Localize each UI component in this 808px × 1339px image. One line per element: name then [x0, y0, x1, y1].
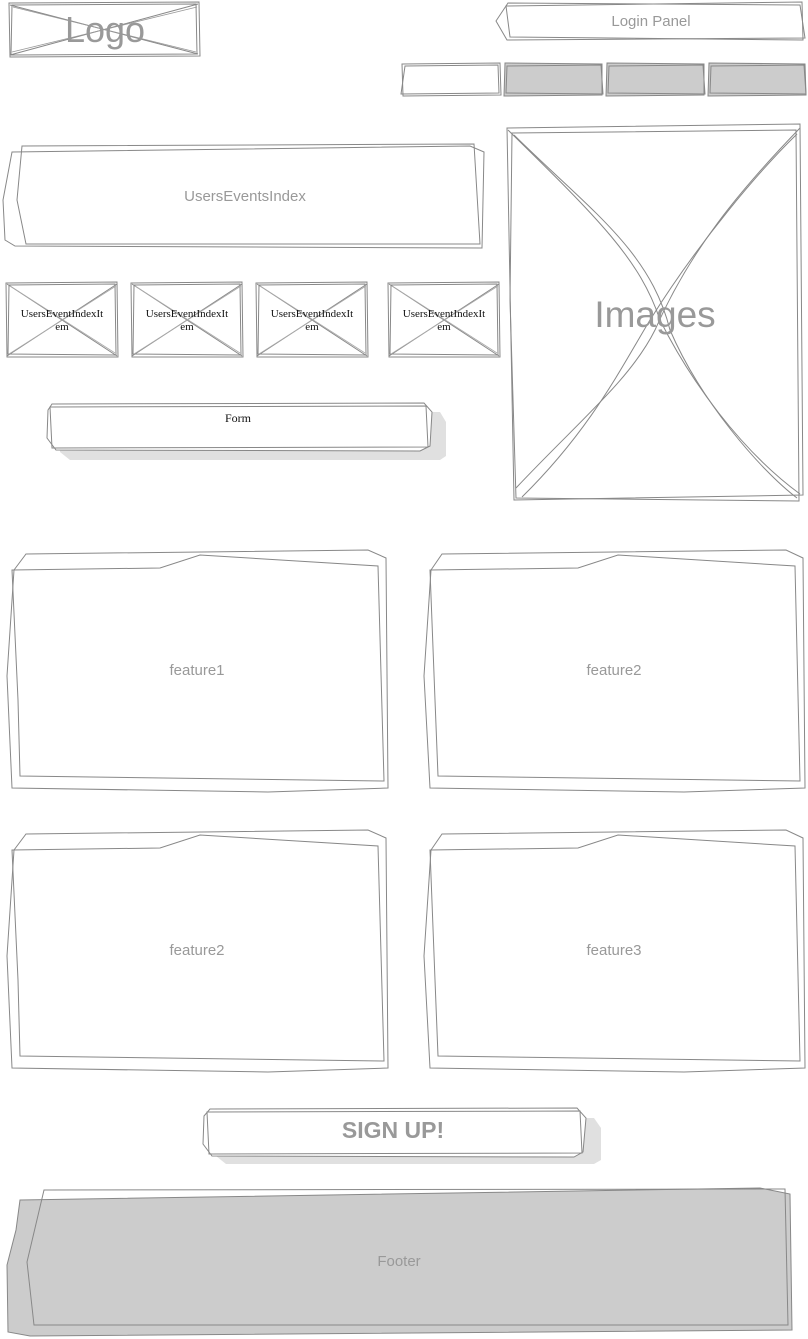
- nav-tab-3[interactable]: [605, 62, 706, 97]
- images-label: Images: [594, 294, 715, 335]
- form-label: Form: [225, 411, 252, 425]
- nav-tab-4[interactable]: [707, 62, 807, 97]
- users-event-index-item-label: UsersEventIndexIt: [403, 308, 485, 320]
- users-events-index-label: UsersEventsIndex: [184, 188, 306, 205]
- users-event-index-item-label-cont: em: [305, 321, 319, 333]
- nav-tab-1[interactable]: [400, 62, 502, 97]
- footer-label: Footer: [377, 1253, 420, 1270]
- signup-button-label: SIGN UP!: [342, 1117, 444, 1143]
- users-event-index-item-label: UsersEventIndexIt: [21, 308, 103, 320]
- feature-card-label: feature2: [586, 662, 641, 679]
- users-event-index-item-1[interactable]: UsersEventIndexIt em: [5, 281, 119, 358]
- logo[interactable]: Logo: [8, 1, 201, 58]
- feature-card-label: feature2: [169, 942, 224, 959]
- users-event-index-item-2[interactable]: UsersEventIndexIt em: [130, 281, 244, 358]
- users-event-index-item-4[interactable]: UsersEventIndexIt em: [387, 281, 501, 358]
- nav-tab-2[interactable]: [503, 62, 604, 97]
- users-event-index-item-label-cont: em: [180, 321, 194, 333]
- feature-card-3[interactable]: feature2: [6, 829, 389, 1073]
- images-placeholder[interactable]: Images: [506, 123, 804, 502]
- login-panel[interactable]: Login Panel: [495, 1, 806, 41]
- feature-card-label: feature1: [169, 662, 224, 679]
- users-event-index-item-label-cont: em: [55, 321, 69, 333]
- logo-text: Logo: [65, 9, 145, 50]
- users-event-index-item-3[interactable]: UsersEventIndexIt em: [255, 281, 369, 358]
- users-events-index[interactable]: UsersEventsIndex: [2, 143, 485, 249]
- users-event-index-item-label: UsersEventIndexIt: [271, 308, 353, 320]
- feature-card-4[interactable]: feature3: [423, 829, 806, 1073]
- form[interactable]: Form: [46, 402, 446, 460]
- feature-card-2[interactable]: feature2: [423, 549, 806, 793]
- feature-card-1[interactable]: feature1: [6, 549, 389, 793]
- login-panel-label: Login Panel: [611, 13, 690, 30]
- signup-button[interactable]: SIGN UP!: [202, 1107, 601, 1164]
- footer: Footer: [6, 1187, 793, 1337]
- users-event-index-item-label: UsersEventIndexIt: [146, 308, 228, 320]
- users-event-index-item-label-cont: em: [437, 321, 451, 333]
- feature-card-label: feature3: [586, 942, 641, 959]
